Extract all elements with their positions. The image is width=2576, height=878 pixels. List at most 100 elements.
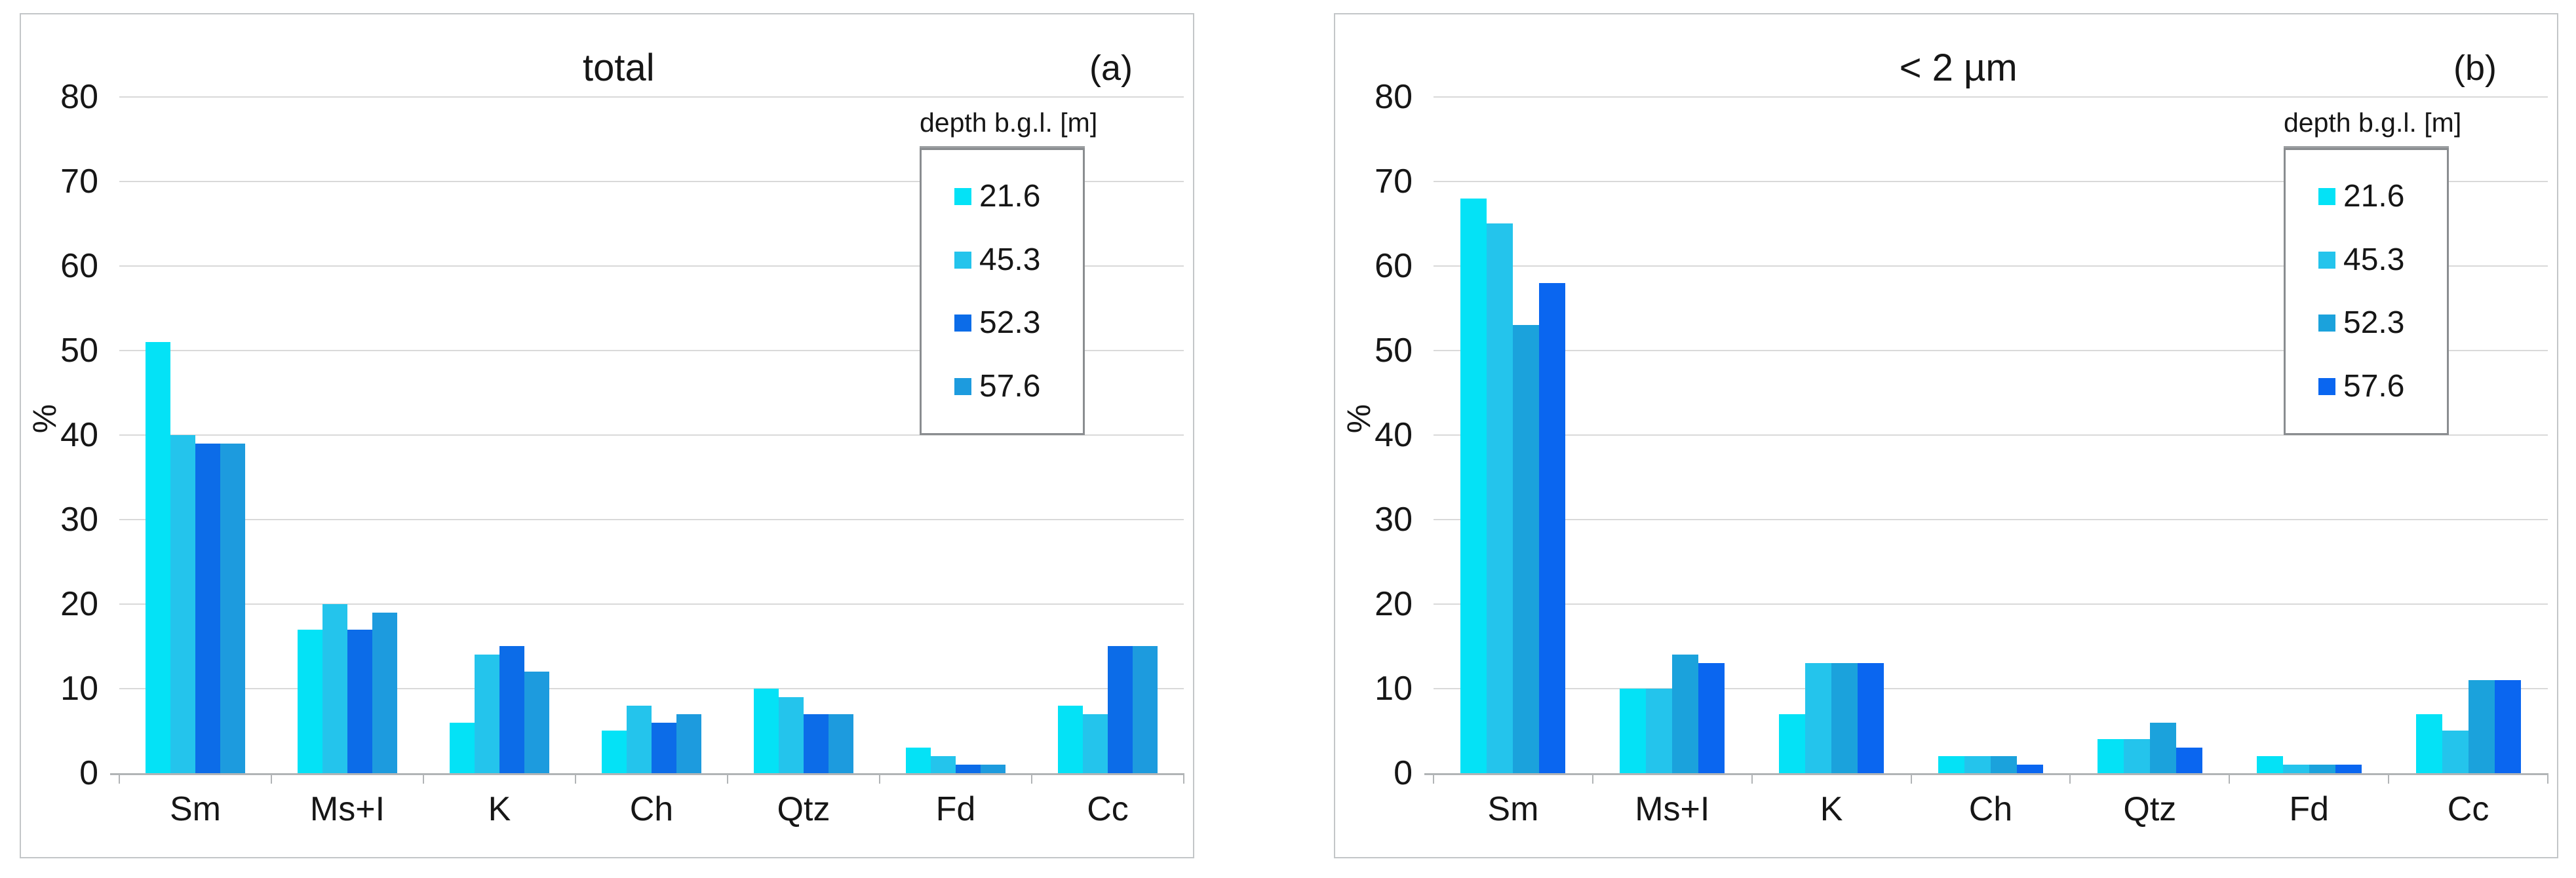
bar-Qtz-21.6 bbox=[2098, 739, 2124, 773]
bar-Cc-57.6 bbox=[1133, 646, 1158, 773]
x-category-label-K: K bbox=[488, 790, 511, 828]
y-tick-label-50: 50 bbox=[1375, 332, 1413, 370]
gridline-60 bbox=[119, 265, 1184, 267]
bar-Cc-45.3 bbox=[1083, 714, 1108, 773]
bar-Ch-57.6 bbox=[676, 714, 701, 773]
legend-color-chip bbox=[954, 188, 971, 206]
bar-K-52.3 bbox=[499, 646, 524, 773]
bar-Ch-21.6 bbox=[1938, 756, 1964, 773]
x-category-label-Qtz: Qtz bbox=[777, 790, 830, 828]
x-category-label-Ch: Ch bbox=[629, 790, 674, 828]
bar-Qtz-45.3 bbox=[2124, 739, 2150, 773]
y-axis-title: % bbox=[1340, 404, 1378, 434]
bar-Cc-52.3 bbox=[2469, 680, 2495, 773]
legend-title: depth b.g.l. [m] bbox=[2284, 107, 2462, 138]
legend-color-chip bbox=[954, 377, 971, 395]
bar-Sm-52.3 bbox=[1513, 325, 1539, 773]
legend-title: depth b.g.l. [m] bbox=[920, 107, 1098, 138]
bar-Qtz-57.6 bbox=[2176, 748, 2202, 773]
x-axis-tick bbox=[1751, 773, 1753, 784]
gridline-80 bbox=[1434, 96, 2548, 98]
bar-Qtz-52.3 bbox=[804, 714, 829, 773]
bar-Cc-57.6 bbox=[2495, 680, 2521, 773]
legend: depth b.g.l. [m] 21.6 45.3 52.3 57.6 bbox=[920, 107, 1098, 435]
x-axis-tick bbox=[2388, 773, 2390, 784]
y-tick-label-30: 30 bbox=[60, 501, 98, 539]
bar-Fd-45.3 bbox=[2283, 765, 2309, 773]
x-axis-tick bbox=[575, 773, 576, 784]
bar-Fd-57.6 bbox=[2335, 765, 2362, 773]
bar-Ms+I-45.3 bbox=[1646, 689, 1672, 773]
bar-Cc-21.6 bbox=[2416, 714, 2442, 773]
legend: depth b.g.l. [m] 21.6 45.3 52.3 57.6 bbox=[2284, 107, 2462, 435]
bar-Ms+I-21.6 bbox=[1620, 689, 1646, 773]
gridline-40 bbox=[119, 434, 1184, 436]
legend-entry-label: 57.6 bbox=[2343, 368, 2405, 404]
legend-box: 21.6 45.3 52.3 57.6 bbox=[920, 148, 1085, 435]
x-axis-tick bbox=[2547, 773, 2548, 784]
x-axis-tick bbox=[271, 773, 272, 784]
panel-label-b: (b) bbox=[2453, 48, 2497, 88]
gridline-70 bbox=[1434, 181, 2548, 182]
bar-Cc-21.6 bbox=[1058, 706, 1083, 773]
x-category-label-Cc: Cc bbox=[2447, 790, 2489, 828]
x-category-label-Fd: Fd bbox=[935, 790, 976, 828]
bar-Sm-57.6 bbox=[220, 444, 245, 773]
y-tick-label-50: 50 bbox=[60, 332, 98, 370]
x-axis-tick bbox=[879, 773, 880, 784]
legend-color-chip bbox=[954, 315, 971, 332]
legend-entry-45.3: 45.3 bbox=[2318, 242, 2447, 277]
x-axis-tick bbox=[727, 773, 728, 784]
x-axis-tick bbox=[119, 773, 120, 784]
y-tick-label-10: 10 bbox=[1375, 670, 1413, 708]
x-axis-tick bbox=[1031, 773, 1032, 784]
bar-Cc-45.3 bbox=[2442, 731, 2469, 773]
x-axis-line bbox=[1424, 773, 2548, 775]
bar-K-21.6 bbox=[1779, 714, 1805, 773]
bar-Fd-52.3 bbox=[956, 765, 981, 773]
bar-Ch-45.3 bbox=[627, 706, 652, 773]
x-axis-line bbox=[110, 773, 1184, 775]
x-category-label-Ms+I: Ms+I bbox=[1635, 790, 1710, 828]
legend-entry-57.6: 57.6 bbox=[2318, 370, 2447, 403]
chart-panel-lt2um: 0 10 20 30 40 50 60 70 80 Sm Ms+I K Ch Qtz Fd Cc < 2 µm… bbox=[1334, 13, 2558, 858]
bar-Ms+I-21.6 bbox=[298, 630, 322, 773]
y-tick-label-0: 0 bbox=[79, 754, 98, 792]
legend-entry-label: 21.6 bbox=[2343, 179, 2405, 214]
x-axis-tick bbox=[1183, 773, 1184, 784]
bar-Fd-21.6 bbox=[2257, 756, 2283, 773]
gridline-10 bbox=[119, 688, 1184, 689]
bar-Fd-45.3 bbox=[931, 756, 956, 773]
bar-K-52.3 bbox=[1831, 663, 1858, 773]
legend-color-chip bbox=[954, 251, 971, 269]
legend-entry-52.3: 52.3 bbox=[954, 307, 1083, 339]
bar-Ch-21.6 bbox=[602, 731, 627, 773]
bar-Fd-52.3 bbox=[2309, 765, 2335, 773]
bar-Ms+I-52.3 bbox=[1672, 655, 1698, 773]
legend-color-chip bbox=[2318, 377, 2335, 395]
y-tick-label-40: 40 bbox=[1375, 416, 1413, 454]
gridline-60 bbox=[1434, 265, 2548, 267]
bar-Qtz-52.3 bbox=[2150, 723, 2176, 773]
gridline-30 bbox=[119, 519, 1184, 520]
x-category-label-Qtz: Qtz bbox=[2123, 790, 2177, 828]
bar-Sm-52.3 bbox=[195, 444, 220, 773]
y-tick-label-10: 10 bbox=[60, 670, 98, 708]
legend-entry-label: 45.3 bbox=[2343, 242, 2405, 277]
y-tick-label-60: 60 bbox=[1375, 247, 1413, 285]
bar-Sm-57.6 bbox=[1539, 283, 1565, 773]
bar-Ch-57.6 bbox=[2017, 765, 2043, 773]
bar-Ch-52.3 bbox=[1991, 756, 2017, 773]
bar-Qtz-57.6 bbox=[829, 714, 853, 773]
x-category-label-Sm: Sm bbox=[170, 790, 221, 828]
gridline-40 bbox=[1434, 434, 2548, 436]
x-axis-tick bbox=[1433, 773, 1434, 784]
bar-K-45.3 bbox=[1805, 663, 1831, 773]
y-tick-label-80: 80 bbox=[60, 78, 98, 116]
y-tick-label-30: 30 bbox=[1375, 501, 1413, 539]
gridline-50 bbox=[1434, 350, 2548, 351]
y-tick-label-40: 40 bbox=[60, 416, 98, 454]
y-tick-label-60: 60 bbox=[60, 247, 98, 285]
x-category-label-Cc: Cc bbox=[1087, 790, 1129, 828]
legend-box: 21.6 45.3 52.3 57.6 bbox=[2284, 148, 2449, 435]
